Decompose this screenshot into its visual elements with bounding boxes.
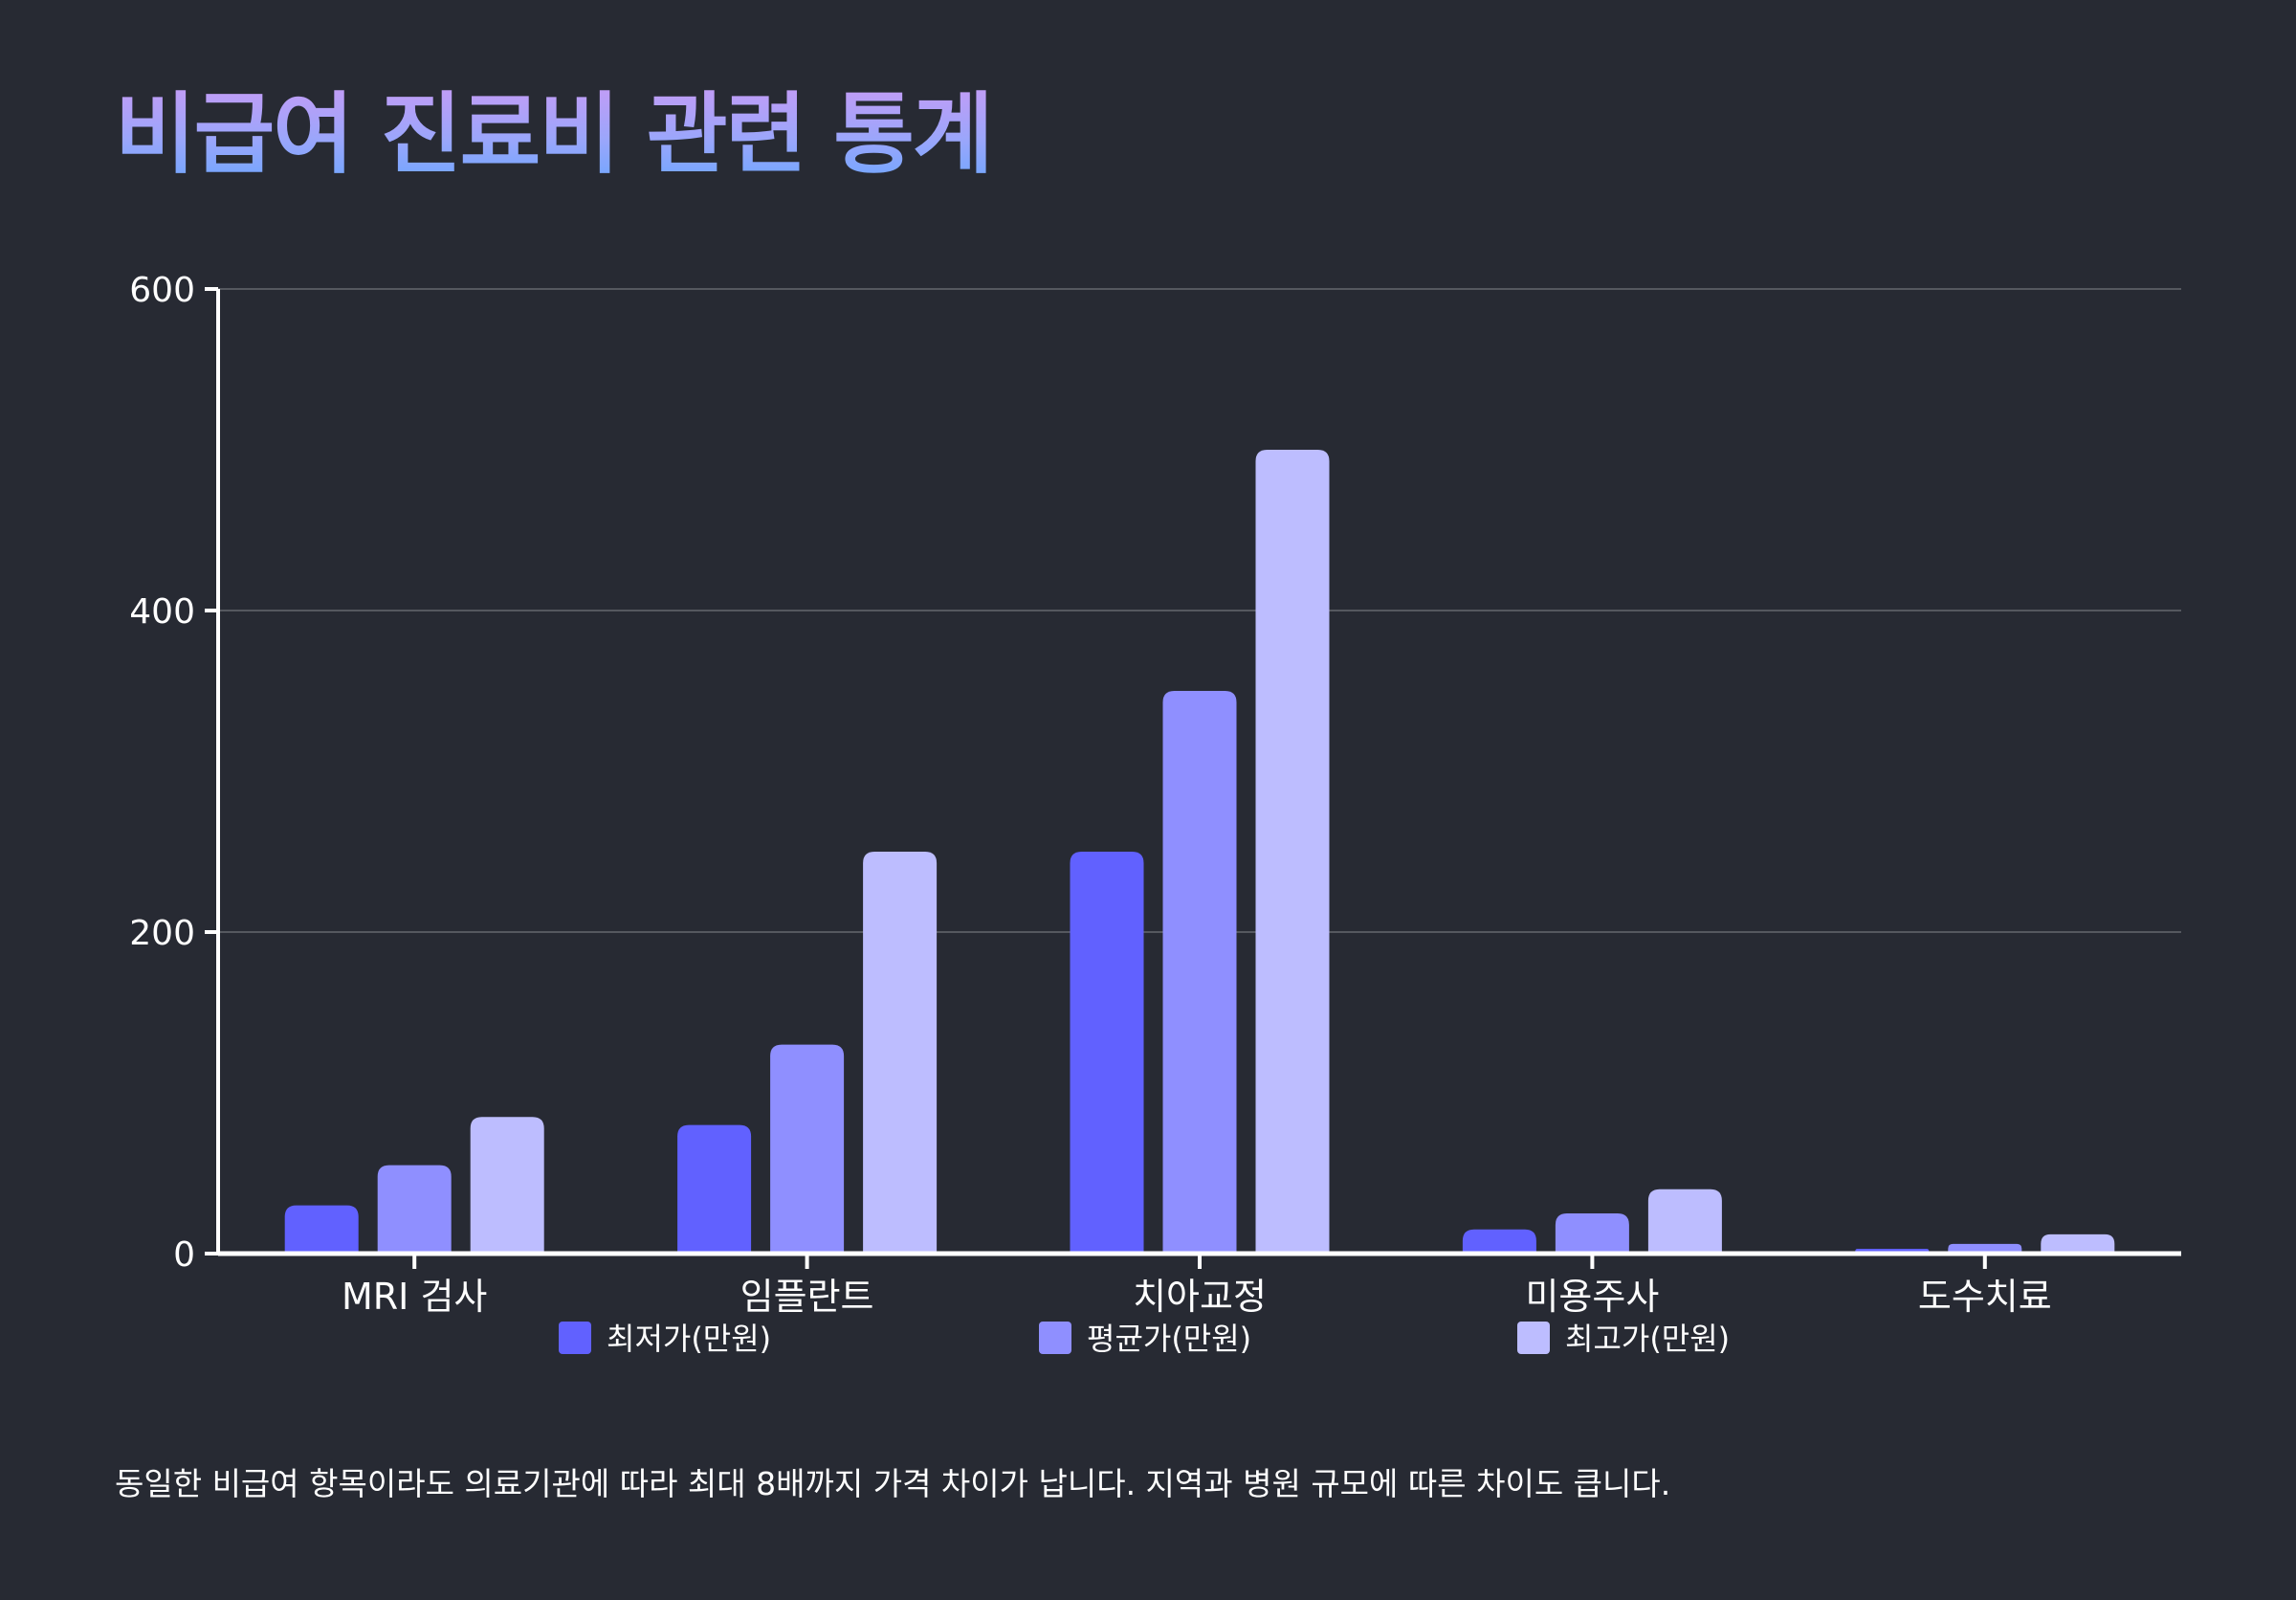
legend-item: 최고가(만원) bbox=[1517, 1321, 1730, 1357]
bar-2-3 bbox=[863, 852, 938, 1254]
bar-4-1 bbox=[1462, 1229, 1536, 1254]
x-tick-label: MRI 검사 bbox=[342, 1276, 487, 1318]
legend-item: 평균가(만원) bbox=[1039, 1321, 1251, 1357]
x-tick-label: 치아교정 bbox=[1133, 1276, 1267, 1318]
legend-label: 최고가(만원) bbox=[1565, 1321, 1730, 1357]
legend: 최저가(만원) 평균가(만원) 최고가(만원) bbox=[559, 1321, 1730, 1357]
bar-4-3 bbox=[1647, 1189, 1722, 1254]
bar-3-3 bbox=[1255, 450, 1330, 1254]
bar-3-2 bbox=[1162, 691, 1237, 1254]
legend-swatch bbox=[1517, 1322, 1550, 1354]
y-tick-label: 200 bbox=[129, 914, 195, 953]
x-tick-label: 도수치료 bbox=[1918, 1276, 2052, 1318]
legend-item: 최저가(만원) bbox=[559, 1321, 771, 1357]
axes bbox=[205, 287, 2181, 1269]
bar-5-2 bbox=[1948, 1243, 2022, 1254]
bar-2-1 bbox=[677, 1124, 752, 1254]
bars bbox=[284, 450, 2115, 1254]
bar-5-3 bbox=[2041, 1233, 2115, 1254]
bar-3-1 bbox=[1070, 852, 1144, 1254]
x-tick-label: 임플란트 bbox=[740, 1276, 874, 1318]
caption: 동일한 비급여 항목이라도 의료기관에 따라 최대 8배까지 가격 차이가 납니… bbox=[115, 1465, 1671, 1502]
bar-1-3 bbox=[470, 1117, 544, 1254]
page-title: 비급여 진료비 관련 통계 bbox=[115, 83, 993, 186]
bar-1-2 bbox=[377, 1165, 452, 1254]
bar-1-1 bbox=[284, 1205, 359, 1254]
legend-label: 최저가(만원) bbox=[607, 1321, 771, 1357]
legend-label: 평균가(만원) bbox=[1087, 1321, 1251, 1357]
y-tick-label: 400 bbox=[129, 592, 195, 632]
y-tick-label: 0 bbox=[173, 1235, 195, 1275]
axis-labels: 0 200 400 600 MRI 검사 임플란트 치아교정 미용주사 도수치료 bbox=[129, 271, 2051, 1318]
y-tick-label: 600 bbox=[129, 271, 195, 310]
bar-2-2 bbox=[770, 1044, 845, 1254]
x-tick-label: 미용주사 bbox=[1525, 1276, 1659, 1318]
bar-4-2 bbox=[1555, 1213, 1629, 1254]
legend-swatch bbox=[1039, 1322, 1071, 1354]
legend-swatch bbox=[559, 1322, 591, 1354]
